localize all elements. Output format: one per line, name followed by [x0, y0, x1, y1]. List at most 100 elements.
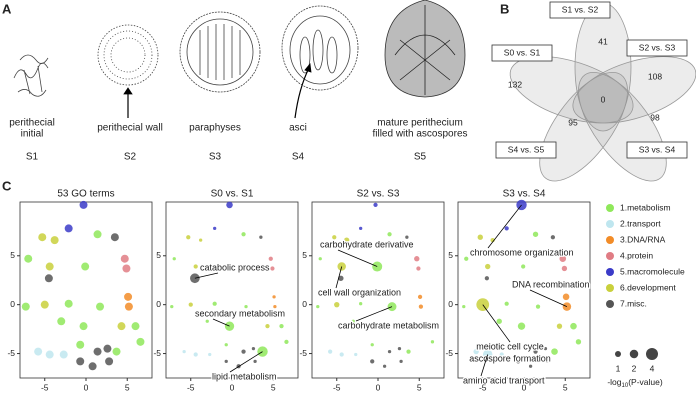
stage-id: S1 [26, 152, 39, 163]
panel-letter: B [500, 1, 509, 16]
go-term-point [559, 255, 567, 262]
go-term-point [212, 301, 217, 306]
y-tick-label: 0 [302, 299, 307, 309]
go-term-point [561, 265, 568, 272]
stage-label: perithecial [9, 118, 55, 129]
go-term-point [535, 304, 541, 309]
go-term-point [268, 256, 273, 261]
go-term-point [34, 347, 43, 356]
comparison-box [491, 44, 553, 62]
go-term-point [354, 352, 358, 357]
go-term-point [562, 293, 570, 301]
plot-title: 53 GO terms [57, 189, 114, 200]
comparison-label: S1 vs. S2 [562, 4, 599, 14]
go-term-point [462, 304, 466, 309]
go-term-point [504, 301, 509, 306]
go-term-point [224, 359, 228, 364]
go-term-point [45, 350, 54, 359]
annotation: lipid metabolism [212, 371, 277, 381]
go-term-point [273, 304, 277, 309]
annotation: chromosome organization [470, 247, 574, 257]
panel-letter: C [2, 178, 12, 193]
go-term-point [81, 262, 90, 271]
annotation: DNA recombination [512, 279, 590, 289]
legend-label: 4.protein [620, 250, 653, 260]
x-tick-label: 0 [376, 382, 381, 392]
go-term-point [103, 344, 112, 353]
comparison-box [626, 141, 688, 159]
go-term-point [186, 235, 191, 240]
go-term-point [76, 357, 85, 366]
venn-count: 0 [601, 94, 606, 104]
go-term-point [208, 352, 212, 357]
annotation: cell wall organization [318, 287, 401, 297]
legend-label: 2.transport [620, 218, 661, 228]
go-term-point [110, 233, 119, 242]
go-term-point [516, 359, 521, 364]
x-tick-label: 0 [230, 382, 235, 392]
go-term-point [57, 317, 66, 326]
plot-title: S3 vs. S4 [503, 189, 546, 200]
go-term-point [499, 352, 504, 357]
go-term-point [59, 350, 68, 359]
y-tick-label: -5 [299, 348, 307, 358]
go-term-point [251, 347, 256, 351]
go-term-point [430, 340, 435, 344]
go-term-point [318, 257, 322, 261]
y-tick-label: 5 [302, 250, 307, 260]
go-term-point [45, 262, 54, 271]
go-term-point [387, 302, 397, 312]
go-term-point [543, 347, 548, 351]
legend-swatch [606, 268, 614, 276]
go-term-point [332, 235, 337, 240]
go-term-point [405, 235, 409, 239]
comparison-label: S0 vs. S1 [504, 47, 541, 57]
go-term-point [373, 324, 378, 329]
go-term-point [279, 324, 284, 329]
venn-count: 108 [648, 71, 662, 81]
y-tick-label: 5 [10, 250, 15, 260]
go-term-point [418, 304, 424, 309]
go-term-point [359, 226, 363, 231]
size-legend-dot [629, 349, 639, 359]
go-term-point [259, 235, 263, 239]
go-term-point [226, 201, 233, 209]
y-tick-label: -5 [153, 348, 161, 358]
x-tick-label: 0 [84, 382, 89, 392]
go-term-point [193, 264, 198, 269]
go-term-point [316, 304, 320, 309]
venn-count: 98 [650, 112, 660, 122]
comparison-label: S3 vs. S4 [639, 144, 676, 154]
size-legend-label: 1 [616, 363, 621, 373]
legend-label: 1.metabolism [620, 202, 671, 212]
go-term-point [516, 342, 521, 347]
go-term-point [172, 257, 176, 261]
annotation-line [355, 306, 393, 322]
go-term-point [517, 322, 526, 330]
go-term-point [170, 304, 174, 309]
x-tick-label: -5 [187, 382, 195, 392]
size-legend-dot [615, 351, 621, 357]
size-legend-title-part: 10 [622, 383, 629, 389]
go-term-point [339, 352, 344, 357]
annotation-line [480, 354, 489, 377]
go-term-point [338, 275, 344, 281]
x-tick-label: -5 [333, 382, 341, 392]
annotation-line [229, 351, 263, 373]
annotation: carbohydrate derivative [320, 239, 414, 249]
legend-swatch [606, 252, 614, 260]
go-term-point [406, 349, 411, 354]
go-term-point [24, 254, 33, 263]
go-term-point [188, 302, 193, 307]
legend-label: 6.development [620, 282, 676, 292]
go-term-point [373, 202, 378, 208]
go-term-point [44, 274, 53, 283]
go-term-point [570, 322, 577, 330]
go-term-point [241, 232, 246, 237]
y-tick-label: 5 [156, 250, 161, 260]
venn-petals [509, 2, 696, 182]
go-term-point [521, 264, 526, 269]
annotation-line [487, 204, 522, 249]
legend-label: 7.misc. [620, 298, 647, 308]
go-term-point [112, 347, 121, 356]
